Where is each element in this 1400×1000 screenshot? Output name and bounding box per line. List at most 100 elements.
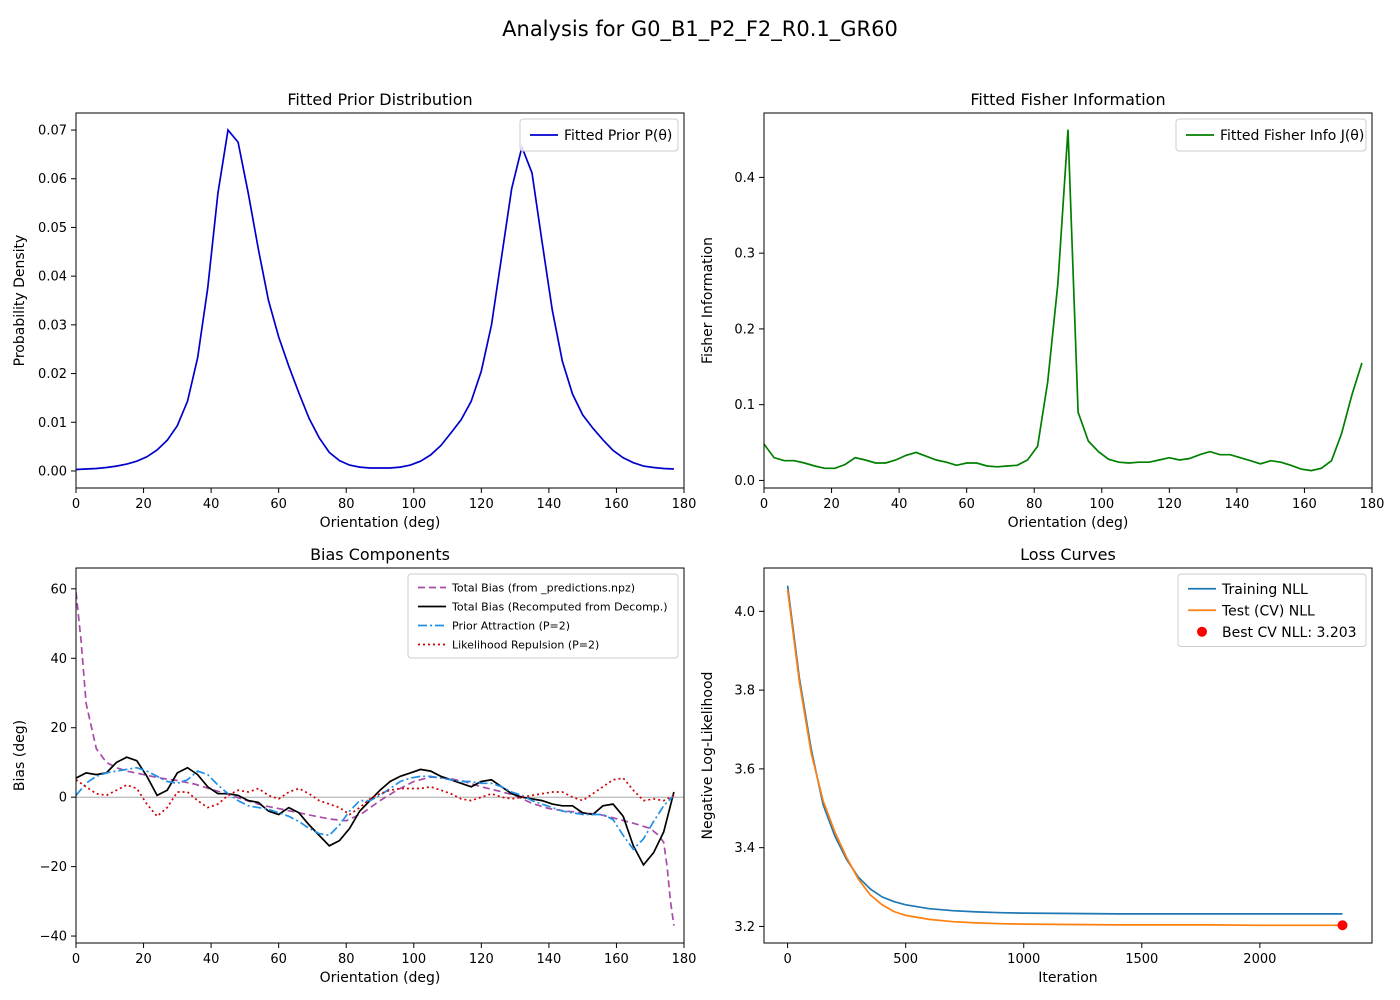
- x-tick-label: 80: [338, 497, 355, 512]
- x-tick-label: 40: [891, 497, 908, 512]
- y-tick-label: 0.06: [38, 172, 67, 187]
- y-tick-label: 0.2: [734, 322, 755, 337]
- x-tick-label: 40: [203, 497, 220, 512]
- x-tick-label: 60: [958, 497, 975, 512]
- y-tick-label: 0.3: [734, 247, 755, 262]
- y-tick-label: 0.04: [38, 270, 67, 285]
- x-tick-label: 1000: [1007, 952, 1040, 967]
- legend: Total Bias (from _predictions.npz) Total …: [407, 573, 679, 659]
- y-tick-label: 0.07: [38, 124, 67, 139]
- prior-distribution-chart: Fitted Prior Distribution Orientation (de…: [12, 90, 696, 531]
- y-tick-label: 20: [50, 721, 67, 736]
- x-tick-label: 160: [1292, 497, 1317, 512]
- x-tick-label: 0: [760, 497, 768, 512]
- legend-label: Test (CV) NLL: [1221, 603, 1315, 619]
- legend: Fitted Fisher Info J(θ): [1175, 118, 1367, 152]
- x-tick-label: 180: [672, 497, 697, 512]
- x-tick-label: 20: [135, 952, 152, 967]
- x-tick-label: 120: [1157, 497, 1182, 512]
- y-tick-label: 40: [50, 652, 67, 667]
- x-tick-label: 20: [823, 497, 840, 512]
- legend-label: Best CV NLL: 3.203: [1222, 625, 1357, 641]
- y-tick-label: 3.4: [734, 841, 755, 856]
- x-tick-label: 0: [72, 952, 80, 967]
- series-line-3: [76, 777, 675, 818]
- chart-title: Loss Curves: [1020, 545, 1116, 564]
- x-tick-label: 160: [604, 497, 629, 512]
- x-tick-label: 1500: [1125, 952, 1158, 967]
- plot-frame: [75, 567, 685, 944]
- series-line-1: [786, 589, 1343, 927]
- best-cv-marker: [1337, 920, 1348, 931]
- legend: Fitted Prior P(θ): [519, 118, 679, 152]
- bias-components-chart: Bias Components Orientation (deg) Bias (de…: [12, 545, 696, 986]
- x-tick-label: 160: [604, 952, 629, 967]
- y-tick-label: 0.1: [734, 398, 755, 413]
- y-tick-label: 3.8: [734, 684, 755, 699]
- legend-label: Likelihood Repulsion (P=2): [452, 638, 599, 651]
- legend: Training NLL Test (CV) NLL Best CV NLL: 3.…: [1177, 573, 1367, 647]
- x-axis-label: Orientation (deg): [1008, 515, 1129, 531]
- x-tick-label: 20: [135, 497, 152, 512]
- x-tick-label: 80: [338, 952, 355, 967]
- x-tick-label: 100: [401, 497, 426, 512]
- x-tick-label: 0: [783, 952, 791, 967]
- legend-marker-swatch: [1197, 626, 1207, 637]
- series-line-0: [764, 129, 1363, 472]
- legend-label: Total Bias (from _predictions.npz): [451, 581, 635, 594]
- x-tick-label: 120: [469, 497, 494, 512]
- x-axis-label: Orientation (deg): [320, 515, 441, 531]
- x-tick-label: 500: [893, 952, 918, 967]
- legend-label: Prior Attraction (P=2): [452, 619, 570, 632]
- series-line-0: [76, 592, 675, 926]
- y-tick-label: 0.02: [38, 367, 67, 382]
- x-tick-label: 140: [536, 497, 561, 512]
- y-tick-label: 0.03: [38, 318, 67, 333]
- x-tick-label: 60: [270, 497, 287, 512]
- y-tick-label: 3.6: [734, 762, 755, 777]
- y-tick-label: 0.4: [734, 171, 755, 186]
- x-tick-label: 100: [1089, 497, 1114, 512]
- series-line-0: [76, 128, 674, 471]
- legend-label: Fitted Prior P(θ): [564, 128, 672, 144]
- figure-title: Analysis for G0_B1_P2_F2_R0.1_GR60: [502, 17, 898, 42]
- fisher-information-chart: Fitted Fisher Information Orientation (de…: [700, 90, 1384, 531]
- chart-title: Fitted Prior Distribution: [287, 90, 472, 109]
- x-axis-label: Orientation (deg): [320, 970, 441, 986]
- x-tick-label: 120: [469, 952, 494, 967]
- y-tick-label: 0.00: [38, 464, 67, 479]
- y-tick-label: 0.01: [38, 416, 67, 431]
- legend-label: Total Bias (Recomputed from Decomp.): [451, 600, 668, 613]
- series-line-1: [76, 756, 675, 867]
- x-tick-label: 80: [1026, 497, 1043, 512]
- series-line-0: [786, 585, 1343, 915]
- y-axis-label: Probability Density: [12, 235, 28, 367]
- y-tick-label: −40: [40, 930, 67, 945]
- y-axis-label: Negative Log-Likelihood: [700, 672, 716, 840]
- plot-frame: [763, 112, 1373, 489]
- x-tick-label: 140: [536, 952, 561, 967]
- y-axis-label: Bias (deg): [12, 720, 28, 791]
- x-tick-label: 100: [401, 952, 426, 967]
- y-tick-label: 60: [50, 582, 67, 597]
- x-axis-label: Iteration: [1038, 970, 1097, 986]
- chart-title: Fitted Fisher Information: [970, 90, 1165, 109]
- plot-frame: [763, 567, 1373, 944]
- x-tick-label: 60: [270, 952, 287, 967]
- x-tick-label: 40: [203, 952, 220, 967]
- y-tick-label: −20: [40, 860, 67, 875]
- y-tick-label: 3.2: [734, 920, 755, 935]
- y-tick-label: 0.05: [38, 221, 67, 236]
- y-tick-label: 4.0: [734, 605, 755, 620]
- x-tick-label: 2000: [1243, 952, 1276, 967]
- y-tick-label: 0.0: [734, 474, 755, 489]
- legend-label: Training NLL: [1221, 582, 1308, 598]
- x-tick-label: 180: [672, 952, 697, 967]
- chart-title: Bias Components: [310, 545, 450, 564]
- y-axis-label: Fisher Information: [700, 237, 716, 364]
- y-tick-label: 0: [59, 791, 67, 806]
- legend-label: Fitted Fisher Info J(θ): [1220, 128, 1364, 144]
- x-tick-label: 140: [1224, 497, 1249, 512]
- x-tick-label: 180: [1360, 497, 1385, 512]
